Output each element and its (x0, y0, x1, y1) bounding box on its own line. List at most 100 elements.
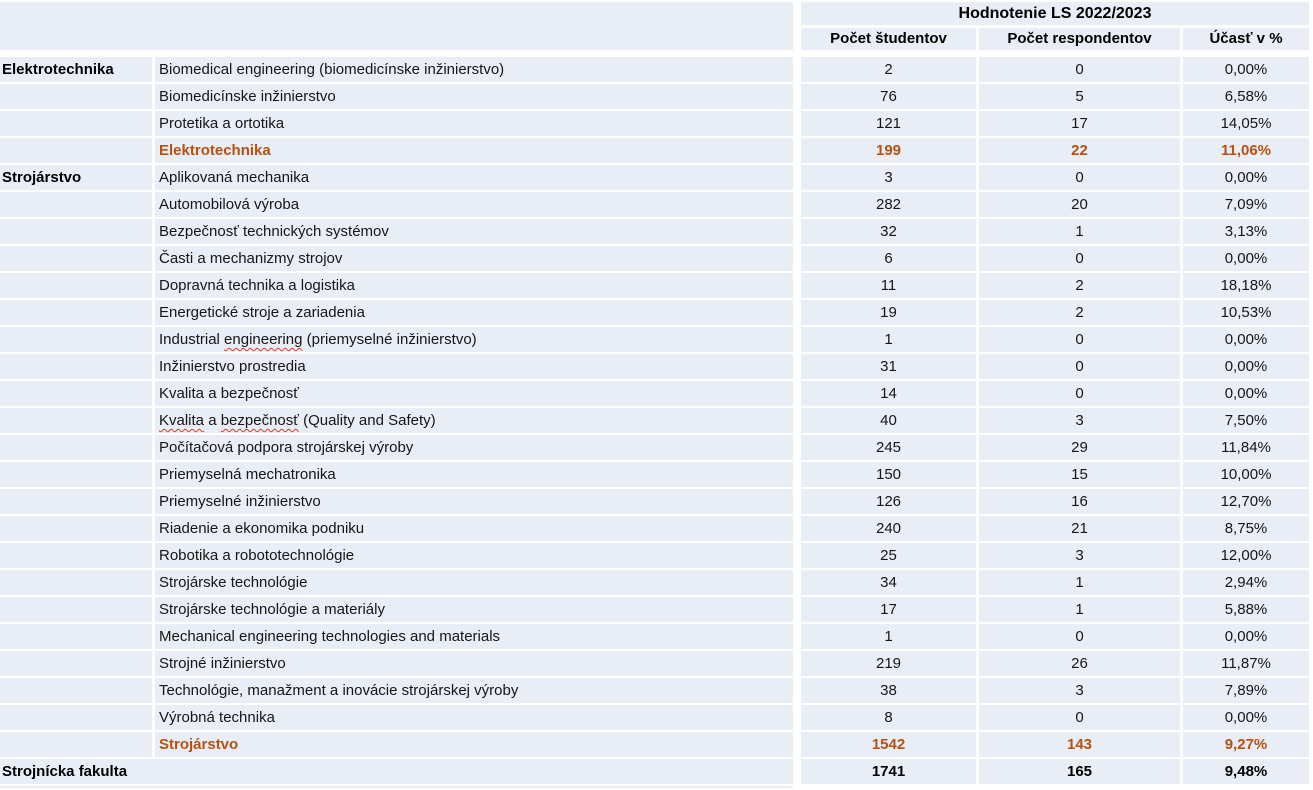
group-cell (0, 354, 152, 379)
group-cell (0, 273, 152, 298)
group-cell (0, 111, 152, 136)
program-cell: Bezpečnosť technických systémov (155, 219, 793, 244)
group-cell (0, 624, 152, 649)
table-row: Kvalita a bezpečnosť 14 0 0,00% (0, 381, 1313, 406)
participation-cell: 0,00% (1183, 624, 1309, 649)
participation-cell: 2,94% (1183, 570, 1309, 595)
program-cell: Robotika a robototechnológie (155, 543, 793, 568)
program-cell: Priemyselná mechatronika (155, 462, 793, 487)
table-row: Robotika a robototechnológie 25 3 12,00% (0, 543, 1313, 568)
table-row: Strojárstvo 1542 143 9,27% (0, 732, 1313, 757)
respondents-cell: 2 (979, 273, 1180, 298)
respondents-cell: 2 (979, 300, 1180, 325)
next-row-edge (0, 786, 793, 788)
group-cell: Elektrotechnika (0, 57, 152, 82)
students-cell: 32 (801, 219, 976, 244)
program-cell: Časti a mechanizmy strojov (155, 246, 793, 271)
group-cell (0, 516, 152, 541)
students-cell: 6 (801, 246, 976, 271)
table-row: Elektrotechnika 199 22 11,06% (0, 138, 1313, 163)
respondents-cell: 0 (979, 624, 1180, 649)
table-row: Kvalita a bezpečnosť (Quality and Safety… (0, 408, 1313, 433)
group-cell (0, 705, 152, 730)
participation-cell: 0,00% (1183, 246, 1309, 271)
group-cell (0, 219, 152, 244)
participation-cell: 0,00% (1183, 381, 1309, 406)
program-cell: Industrial engineering (priemyselné inži… (155, 327, 793, 352)
group-cell (0, 489, 152, 514)
group-cell: Strojárstvo (0, 165, 152, 190)
group-cell (0, 732, 152, 757)
participation-cell: 7,50% (1183, 408, 1309, 433)
respondents-cell: 143 (979, 732, 1180, 757)
column-header-respondents: Počet respondentov (979, 28, 1180, 50)
table-row: Mechanical engineering technologies and … (0, 624, 1313, 649)
respondents-cell: 0 (979, 354, 1180, 379)
program-cell: Priemyselné inžinierstvo (155, 489, 793, 514)
program-cell: Inžinierstvo prostredia (155, 354, 793, 379)
group-cell (0, 84, 152, 109)
respondents-cell: 29 (979, 435, 1180, 460)
program-cell: Biomedicínske inžinierstvo (155, 84, 793, 109)
table-row: Energetické stroje a zariadenia 19 2 10,… (0, 300, 1313, 325)
participation-cell: 7,09% (1183, 192, 1309, 217)
table-row: Priemyselná mechatronika 150 15 10,00% (0, 462, 1313, 487)
respondents-cell: 1 (979, 570, 1180, 595)
table-row: Industrial engineering (priemyselné inži… (0, 327, 1313, 352)
students-cell: 34 (801, 570, 976, 595)
respondents-cell: 26 (979, 651, 1180, 676)
table-row: Strojné inžinierstvo 219 26 11,87% (0, 651, 1313, 676)
group-cell (0, 381, 152, 406)
program-cell: Strojárstvo (155, 732, 793, 757)
respondents-cell: 3 (979, 678, 1180, 703)
respondents-cell: 0 (979, 705, 1180, 730)
participation-cell: 0,00% (1183, 354, 1309, 379)
table-row: Počítačová podpora strojárskej výroby 24… (0, 435, 1313, 460)
students-cell: 219 (801, 651, 976, 676)
students-cell: 11 (801, 273, 976, 298)
table-title: Hodnotenie LS 2022/2023 (801, 2, 1309, 25)
respondents-cell: 1 (979, 219, 1180, 244)
students-cell: 19 (801, 300, 976, 325)
participation-cell: 12,70% (1183, 489, 1309, 514)
respondents-cell: 21 (979, 516, 1180, 541)
table-row: Časti a mechanizmy strojov 6 0 0,00% (0, 246, 1313, 271)
faculty-total-row: Strojnícka fakulta 1741 165 9,48% (0, 759, 1313, 784)
program-cell: Elektrotechnika (155, 138, 793, 163)
program-cell: Dopravná technika a logistika (155, 273, 793, 298)
respondents-cell: 1 (979, 597, 1180, 622)
respondents-cell: 3 (979, 543, 1180, 568)
participation-cell: 18,18% (1183, 273, 1309, 298)
group-cell (0, 651, 152, 676)
students-cell: 199 (801, 138, 976, 163)
group-cell (0, 300, 152, 325)
program-cell: Automobilová výroba (155, 192, 793, 217)
students-cell: 17 (801, 597, 976, 622)
table-row: Strojárstvo Aplikovaná mechanika 3 0 0,0… (0, 165, 1313, 190)
group-cell (0, 327, 152, 352)
faculty-respondents-cell: 165 (979, 759, 1180, 784)
students-cell: 40 (801, 408, 976, 433)
participation-cell: 0,00% (1183, 165, 1309, 190)
header-right-block: Hodnotenie LS 2022/2023 Počet študentov … (801, 2, 1309, 50)
participation-cell: 8,75% (1183, 516, 1309, 541)
program-cell: Počítačová podpora strojárskej výroby (155, 435, 793, 460)
group-cell (0, 408, 152, 433)
participation-cell: 11,87% (1183, 651, 1309, 676)
faculty-participation-cell: 9,48% (1183, 759, 1309, 784)
group-cell (0, 435, 152, 460)
participation-cell: 11,06% (1183, 138, 1309, 163)
respondents-cell: 16 (979, 489, 1180, 514)
table-row: Inžinierstvo prostredia 31 0 0,00% (0, 354, 1313, 379)
respondents-cell: 0 (979, 246, 1180, 271)
program-cell: Riadenie a ekonomika podniku (155, 516, 793, 541)
column-header-students: Počet študentov (801, 28, 976, 50)
respondents-cell: 17 (979, 111, 1180, 136)
table-row: Riadenie a ekonomika podniku 240 21 8,75… (0, 516, 1313, 541)
students-cell: 282 (801, 192, 976, 217)
column-header-participation: Účasť v % (1183, 28, 1309, 50)
header-corner-cell (0, 2, 793, 50)
table-row: Protetika a ortotika 121 17 14,05% (0, 111, 1313, 136)
program-cell: Výrobná technika (155, 705, 793, 730)
